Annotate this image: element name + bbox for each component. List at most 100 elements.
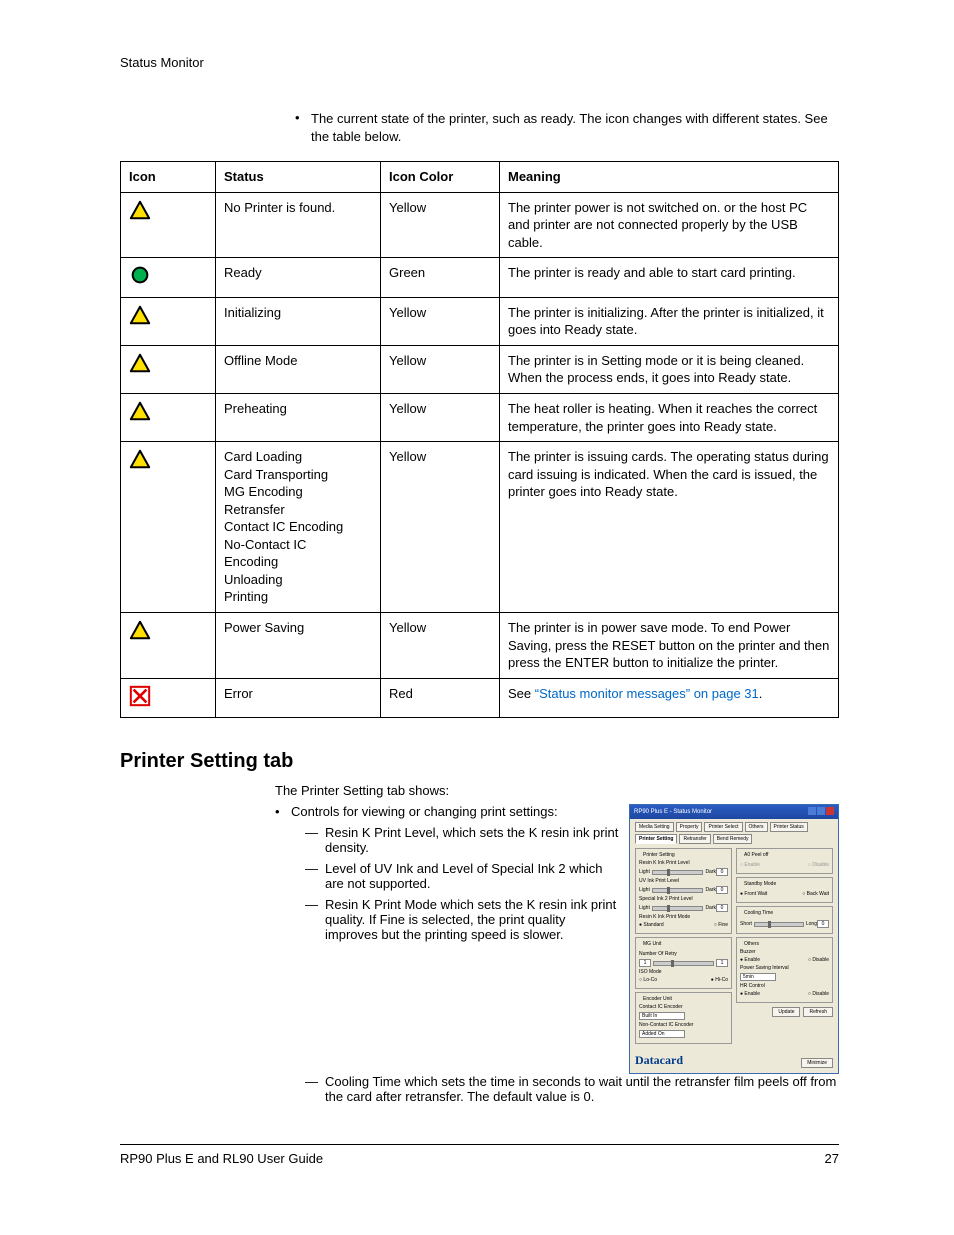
mg-num[interactable]: 1 <box>639 959 651 967</box>
iso-title: ISO Mode <box>639 969 728 975</box>
radio-standard[interactable]: Standard <box>639 922 664 928</box>
slider[interactable] <box>652 870 704 875</box>
radio-disable: Disable <box>808 862 829 868</box>
cell-color: Yellow <box>381 345 500 393</box>
cell-status: Ready <box>216 258 381 298</box>
cell-color: Green <box>381 258 500 298</box>
cell-color: Yellow <box>381 613 500 679</box>
sub-bullet-text: Resin K Print Mode which sets the K resi… <box>325 897 619 942</box>
group-title: Cooling Time <box>742 910 775 916</box>
radio-front[interactable]: Front Wait <box>740 891 767 897</box>
left-lbl: Light <box>639 887 650 893</box>
cell-meaning: The printer power is not switched on. or… <box>500 192 839 258</box>
ss-tab[interactable]: Printer Status <box>770 822 808 832</box>
dash-icon: — <box>305 897 325 942</box>
mg-num2[interactable]: 1 <box>716 959 728 967</box>
group-standby: Standby Mode Front Wait Back Wait <box>736 877 833 903</box>
group-mg: MG Unit Number Of Retry 1 1 ISO Mode <box>635 937 732 989</box>
cell-icon <box>121 442 216 613</box>
slider[interactable] <box>653 961 714 966</box>
group-title: A0 Peel off <box>742 852 770 858</box>
cell-meaning: The printer is issuing cards. The operat… <box>500 442 839 613</box>
ss-tab[interactable]: Printer Setting <box>635 834 677 844</box>
radio-disable[interactable]: Disable <box>808 957 829 963</box>
footer-left: RP90 Plus E and RL90 User Guide <box>120 1151 323 1166</box>
radio-hico[interactable]: Hi-Co <box>711 977 728 983</box>
intro-bullet-block: • The current state of the printer, such… <box>295 110 839 145</box>
cell-status: No Printer is found. <box>216 192 381 258</box>
th-color: Icon Color <box>381 162 500 193</box>
footer: RP90 Plus E and RL90 User Guide 27 <box>120 1144 839 1166</box>
cell-icon <box>121 394 216 442</box>
cell-status: Offline Mode <box>216 345 381 393</box>
ss-tab[interactable]: Media Setting <box>635 822 674 832</box>
radio-fine[interactable]: Fine <box>714 922 728 928</box>
ps-row: Light Dark0 <box>639 886 728 894</box>
group-title: Encoder Unit <box>641 996 674 1002</box>
table-row: No Printer is found.YellowThe printer po… <box>121 192 839 258</box>
right-lbl: Dark <box>705 869 716 875</box>
ss-tab[interactable]: Property <box>676 822 703 832</box>
cell-icon <box>121 613 216 679</box>
right-lbl: Dark <box>705 905 716 911</box>
content-left: • Controls for viewing or changing print… <box>275 804 619 948</box>
enc-val1[interactable]: Built In <box>639 1012 685 1020</box>
cell-color: Yellow <box>381 192 500 258</box>
table-row: ReadyGreenThe printer is ready and able … <box>121 258 839 298</box>
cell-status: Preheating <box>216 394 381 442</box>
cell-icon <box>121 192 216 258</box>
ps-val[interactable]: 5min <box>740 973 776 981</box>
radio-loco[interactable]: Lo-Co <box>639 977 657 983</box>
enc-val2[interactable]: Added On <box>639 1030 685 1038</box>
cell-status: Error <box>216 678 381 718</box>
cell-color: Red <box>381 678 500 718</box>
ps-row: LightDark0 <box>639 904 728 912</box>
num-box[interactable]: 0 <box>716 886 728 894</box>
group-title: Others <box>742 941 761 947</box>
refresh-button[interactable]: Refresh <box>803 1007 833 1017</box>
th-meaning: Meaning <box>500 162 839 193</box>
enc-row2: Non-Contact IC Encoder <box>639 1022 728 1028</box>
cell-meaning: The printer is ready and able to start c… <box>500 258 839 298</box>
buzzer-label: Buzzer <box>740 949 829 955</box>
num-box[interactable]: 0 <box>716 904 728 912</box>
cross-ref-link[interactable]: “Status monitor messages” on page 31 <box>535 686 759 701</box>
mode-title: Resin K Ink Print Mode <box>639 914 728 920</box>
slider[interactable] <box>652 906 704 911</box>
logo: Datacard <box>635 1053 683 1068</box>
ss-tab[interactable]: Bend Remedy <box>713 834 753 844</box>
ss-tab[interactable]: Printer Select <box>704 822 742 832</box>
radio-back[interactable]: Back Wait <box>802 891 829 897</box>
dash-icon: — <box>305 825 325 855</box>
cell-meaning: The printer is in power save mode. To en… <box>500 613 839 679</box>
th-status: Status <box>216 162 381 193</box>
slider[interactable] <box>652 888 704 893</box>
ss-tab[interactable]: Retransfer <box>679 834 710 844</box>
radio-disable[interactable]: Disable <box>808 991 829 997</box>
cell-icon <box>121 297 216 345</box>
right-lbl: Dark <box>705 887 716 893</box>
update-button[interactable]: Update <box>772 1007 800 1017</box>
cell-status: Card Loading Card Transporting MG Encodi… <box>216 442 381 613</box>
window-buttons <box>807 807 834 817</box>
num-box[interactable]: 0 <box>716 868 728 876</box>
cool-left: Short <box>740 921 752 927</box>
ss-tab[interactable]: Others <box>745 822 768 832</box>
slider[interactable] <box>754 922 804 927</box>
hr-label: HR Control <box>740 983 829 989</box>
radio-enable[interactable]: Enable <box>740 991 760 997</box>
sub-bullet-text: Level of UV Ink and Level of Special Ink… <box>325 861 619 891</box>
group-others: Others Buzzer Enable Disable Power Savin… <box>736 937 833 1003</box>
ps-row-label: UV Ink Print Level <box>639 878 728 884</box>
cell-icon <box>121 258 216 298</box>
bullet-text: Controls for viewing or changing print s… <box>291 804 558 819</box>
cell-color: Yellow <box>381 394 500 442</box>
group-title: MG Unit <box>641 941 663 947</box>
table-row: Power SavingYellowThe printer is in powe… <box>121 613 839 679</box>
group-printer-setting: Printer Setting Resin K Ink Print LevelL… <box>635 848 732 934</box>
cool-num[interactable]: 0 <box>817 920 829 928</box>
radio-enable[interactable]: Enable <box>740 957 760 963</box>
ss-tabs: Media SettingPropertyPrinter SelectOther… <box>635 822 833 844</box>
mg-label: Number Of Retry <box>639 951 677 957</box>
minimize-button[interactable]: Minimize <box>801 1058 833 1068</box>
